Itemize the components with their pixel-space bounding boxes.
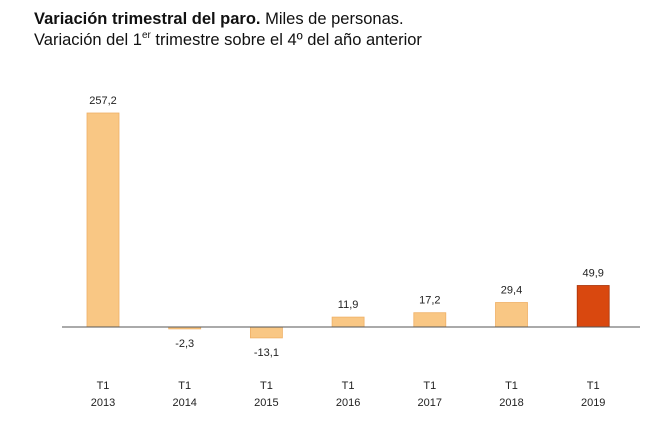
bar-4 bbox=[413, 312, 447, 328]
bar-3 bbox=[331, 316, 365, 328]
x-tick-label-4-quarter: T1 bbox=[423, 380, 436, 392]
x-tick-label-1-year: 2014 bbox=[172, 397, 196, 409]
x-tick-label-0-year: 2013 bbox=[91, 397, 115, 409]
x-tick-label-3-quarter: T1 bbox=[342, 380, 355, 392]
x-tick-label-1-quarter: T1 bbox=[178, 380, 191, 392]
value-label-6: 49,9 bbox=[582, 268, 603, 280]
x-tick-label-5-quarter: T1 bbox=[505, 380, 518, 392]
x-tick-label-2-year: 2015 bbox=[254, 397, 278, 409]
value-label-3: 11,9 bbox=[338, 299, 359, 311]
x-tick-label-6-year: 2019 bbox=[581, 397, 605, 409]
chart-title-normal: Miles de personas. bbox=[260, 10, 404, 28]
bar-2 bbox=[249, 326, 283, 339]
chart-title-block: Variación trimestral del paro. Miles de … bbox=[34, 9, 422, 51]
chart-subtitle-superscript: er bbox=[141, 29, 151, 41]
x-tick-label-2-quarter: T1 bbox=[260, 380, 273, 392]
value-label-1: -2,3 bbox=[175, 338, 194, 350]
chart-subtitle-text-end: trimestre sobre el 4º del año anterior bbox=[150, 31, 422, 49]
value-label-4: 17,2 bbox=[419, 295, 440, 307]
value-label-5: 29,4 bbox=[501, 285, 522, 297]
bar-0 bbox=[86, 112, 120, 328]
x-tick-label-5-year: 2018 bbox=[499, 397, 523, 409]
x-tick-label-0-quarter: T1 bbox=[97, 380, 110, 392]
chart-title-bold: Variación trimestral del paro. bbox=[34, 10, 261, 28]
x-tick-label-6-quarter: T1 bbox=[587, 380, 600, 392]
chart-subtitle-text: Variación del 1 bbox=[34, 31, 142, 49]
chart-subtitle: Variación del 1er trimestre sobre el 4º … bbox=[34, 30, 422, 51]
bar-5 bbox=[495, 302, 528, 328]
x-tick-label-4-year: 2017 bbox=[418, 397, 442, 409]
x-tick-label-3-year: 2016 bbox=[336, 397, 360, 409]
value-label-2: -13,1 bbox=[254, 347, 279, 359]
value-label-0: 257,2 bbox=[89, 95, 117, 107]
bar-6 bbox=[576, 285, 610, 328]
chart-title: Variación trimestral del paro. Miles de … bbox=[34, 9, 422, 30]
